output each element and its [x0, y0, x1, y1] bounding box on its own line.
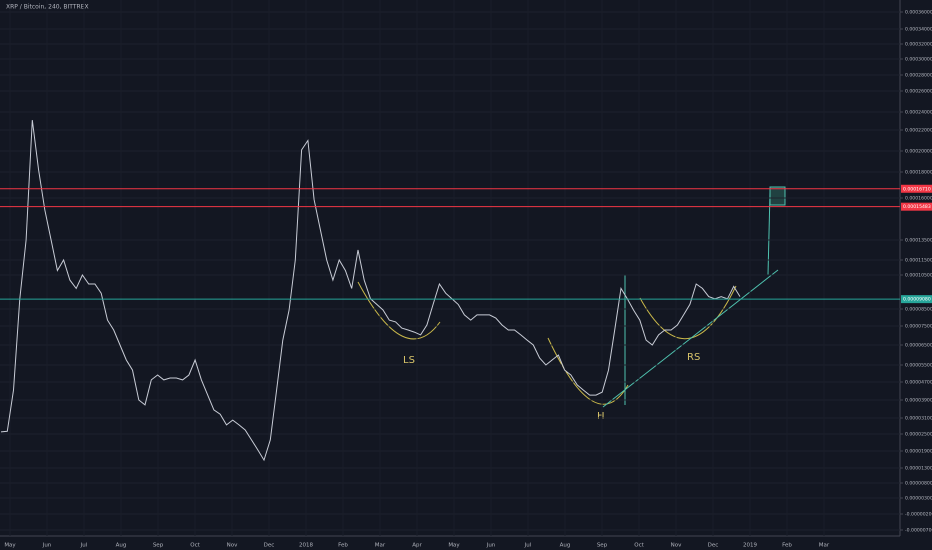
y-tick-label: 0.00030000 — [905, 57, 932, 63]
target-box — [769, 186, 786, 206]
y-tick-label: 0.00002500 — [905, 432, 932, 438]
y-tick-label: 0.00011500 — [905, 258, 932, 264]
y-tick-label: 0.00001900 — [905, 449, 932, 455]
level-tag — [901, 184, 932, 193]
x-tick-label: Mar — [819, 543, 830, 549]
y-tick-label: 0.00005500 — [905, 363, 932, 369]
y-tick-label: 0.00010500 — [905, 273, 932, 279]
y-tick-label: 0.00026000 — [905, 89, 932, 95]
x-tick-label: Dec — [708, 543, 719, 549]
x-tick-label: May — [4, 543, 16, 549]
x-tick-label: Sep — [597, 543, 608, 549]
y-tick-label: 0.00004700 — [905, 380, 932, 386]
y-tick-label: 0.00000300 — [905, 496, 932, 502]
target-line — [767, 191, 771, 276]
rs-curve — [639, 285, 737, 339]
annotation: RS — [687, 352, 700, 363]
annotation: LS — [403, 355, 415, 366]
y-tick-label: 0.00001300 — [905, 466, 932, 472]
h-curve — [547, 337, 629, 405]
x-tick-label: Aug — [560, 543, 571, 549]
x-tick-label: Feb — [782, 543, 792, 549]
annotation: H — [597, 411, 605, 422]
x-tick-label: Oct — [190, 543, 200, 549]
x-tick-label: Mar — [375, 543, 386, 549]
x-tick-label: May — [448, 543, 460, 549]
y-tick-label: 0.00000800 — [905, 481, 932, 487]
level-tag — [901, 295, 932, 304]
y-tick-label: 0.00024000 — [905, 110, 932, 116]
y-tick-label: 0.00020000 — [905, 149, 932, 155]
y-tick-label: 0.00013500 — [905, 238, 932, 244]
level-label: 0.00016710 — [903, 186, 931, 192]
x-tick-label: Nov — [227, 543, 238, 549]
y-tick-label: 0.00028000 — [905, 73, 932, 79]
y-tick-label: 0.00022000 — [905, 128, 932, 134]
y-tick-label: 0.00003100 — [905, 416, 932, 422]
x-tick-label: Apr — [412, 543, 422, 549]
x-tick-label: Jun — [486, 543, 496, 549]
y-tick-label: 0.00006500 — [905, 343, 932, 349]
y-tick-label: 0.00007500 — [905, 324, 932, 330]
level-label: 0.00009080 — [903, 297, 931, 303]
y-tick-label: 0.00036000 — [905, 10, 932, 16]
x-tick-label: Oct — [634, 543, 644, 549]
y-tick-label: 0.00034000 — [905, 27, 932, 33]
x-tick-label: 2018 — [299, 543, 313, 549]
x-tick-label: Jun — [42, 543, 52, 549]
x-tick-label: Jul — [80, 543, 88, 549]
x-tick-label: Sep — [153, 543, 164, 549]
y-tick-label: 0.00016000 — [905, 196, 932, 202]
y-tick-label: 0.00032000 — [905, 42, 932, 48]
y-tick-label: 0.00008500 — [905, 307, 932, 313]
ls-curve — [357, 281, 441, 340]
x-tick-label: Nov — [671, 543, 682, 549]
x-tick-label: Feb — [338, 543, 348, 549]
level-label: 0.00015483 — [903, 204, 931, 210]
y-tick-label: 0.00003900 — [905, 398, 932, 404]
y-tick-label: -0.00000700 — [905, 528, 932, 534]
x-tick-label: Dec — [264, 543, 275, 549]
y-tick-label: 0.00018000 — [905, 170, 932, 176]
trend-line — [602, 269, 779, 408]
x-tick-label: Aug — [116, 543, 127, 549]
level-tag — [901, 202, 932, 211]
y-tick-label: -0.00000200 — [905, 512, 932, 518]
x-tick-label: Jul — [524, 543, 532, 549]
x-tick-label: 2019 — [743, 543, 757, 549]
